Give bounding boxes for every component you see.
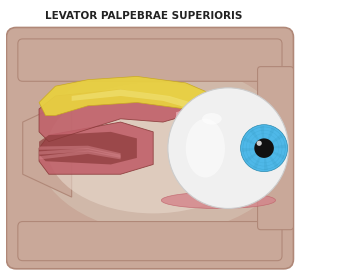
Polygon shape xyxy=(39,146,121,157)
Polygon shape xyxy=(176,99,274,132)
Text: LEVATOR PALPEBRAE SUPERIORIS: LEVATOR PALPEBRAE SUPERIORIS xyxy=(45,11,242,21)
Polygon shape xyxy=(39,151,121,160)
Ellipse shape xyxy=(186,119,225,178)
Wedge shape xyxy=(264,134,283,148)
Polygon shape xyxy=(23,99,72,197)
FancyBboxPatch shape xyxy=(18,39,282,81)
FancyBboxPatch shape xyxy=(18,221,282,261)
Wedge shape xyxy=(264,148,268,170)
Wedge shape xyxy=(264,148,285,159)
Wedge shape xyxy=(242,148,264,152)
Ellipse shape xyxy=(161,192,276,209)
Polygon shape xyxy=(39,148,121,158)
Wedge shape xyxy=(264,144,286,148)
Polygon shape xyxy=(39,122,153,174)
Wedge shape xyxy=(243,137,264,148)
Wedge shape xyxy=(245,148,264,162)
Wedge shape xyxy=(250,129,264,148)
Circle shape xyxy=(254,138,274,158)
Polygon shape xyxy=(39,76,218,116)
Wedge shape xyxy=(264,127,275,148)
Circle shape xyxy=(168,88,288,209)
Ellipse shape xyxy=(36,63,290,233)
Wedge shape xyxy=(253,148,264,169)
Wedge shape xyxy=(264,148,278,167)
FancyBboxPatch shape xyxy=(258,67,294,230)
Wedge shape xyxy=(260,126,264,148)
Circle shape xyxy=(257,141,262,146)
Circle shape xyxy=(241,125,287,172)
Ellipse shape xyxy=(47,83,259,213)
FancyBboxPatch shape xyxy=(6,27,294,269)
Ellipse shape xyxy=(202,113,222,125)
Polygon shape xyxy=(39,89,186,142)
Polygon shape xyxy=(72,89,202,108)
Polygon shape xyxy=(39,132,137,164)
